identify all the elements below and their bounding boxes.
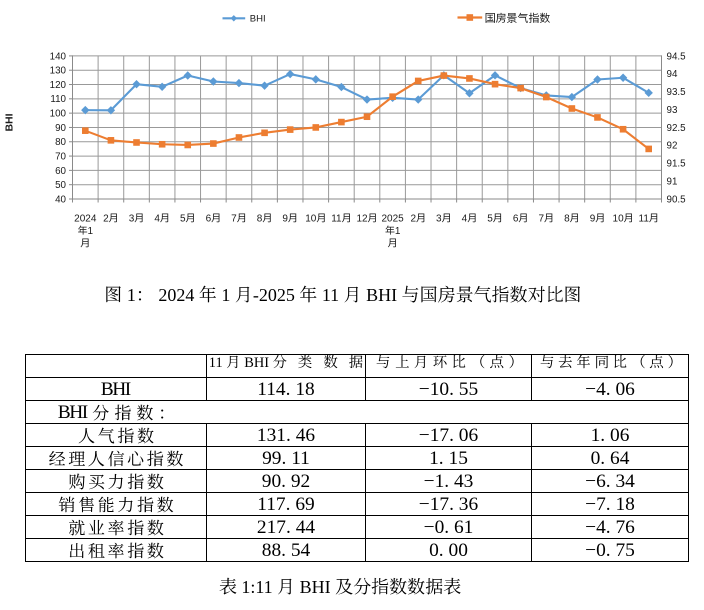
- svg-text:2024: 2024: [74, 209, 97, 224]
- svg-text:BHI: BHI: [250, 14, 266, 25]
- svg-text:5月: 5月: [180, 209, 196, 224]
- svg-text:93: 93: [667, 105, 678, 116]
- svg-text:5月: 5月: [487, 209, 503, 224]
- svg-text:91: 91: [667, 177, 678, 188]
- svg-text:100: 100: [50, 109, 67, 120]
- svg-text:年1: 年1: [78, 222, 94, 237]
- svg-text:70: 70: [55, 151, 66, 162]
- svg-text:94: 94: [667, 69, 678, 80]
- svg-text:6月: 6月: [206, 209, 222, 224]
- svg-text:7月: 7月: [231, 209, 247, 224]
- svg-text:9月: 9月: [590, 209, 606, 224]
- svg-text:94.5: 94.5: [667, 51, 687, 62]
- svg-text:2月: 2月: [410, 209, 426, 224]
- svg-text:130: 130: [50, 66, 67, 77]
- svg-text:90: 90: [55, 123, 66, 134]
- svg-text:2月: 2月: [103, 209, 119, 224]
- svg-text:90.5: 90.5: [667, 194, 687, 205]
- svg-text:12月: 12月: [356, 209, 377, 224]
- svg-text:60: 60: [55, 166, 66, 177]
- svg-text:国房景气指数: 国房景气指数: [485, 10, 551, 26]
- svg-text:4月: 4月: [154, 209, 170, 224]
- svg-text:6月: 6月: [513, 209, 529, 224]
- svg-text:2025: 2025: [381, 209, 404, 224]
- svg-text:120: 120: [50, 80, 67, 91]
- svg-text:7月: 7月: [538, 209, 554, 224]
- svg-text:BHI: BHI: [4, 113, 16, 131]
- svg-text:4月: 4月: [462, 209, 478, 224]
- svg-text:3月: 3月: [129, 209, 145, 224]
- svg-text:11月: 11月: [639, 209, 659, 224]
- svg-text:10月: 10月: [305, 209, 326, 224]
- svg-text:11月: 11月: [331, 209, 351, 224]
- svg-text:40: 40: [55, 194, 66, 205]
- svg-text:月: 月: [388, 235, 398, 250]
- svg-text:50: 50: [55, 180, 66, 191]
- svg-text:10月: 10月: [613, 209, 634, 224]
- svg-text:140: 140: [50, 51, 67, 62]
- svg-text:92.5: 92.5: [667, 123, 687, 134]
- svg-text:8月: 8月: [564, 209, 580, 224]
- svg-text:9月: 9月: [282, 209, 298, 224]
- svg-text:80: 80: [55, 137, 66, 148]
- svg-text:3月: 3月: [436, 209, 452, 224]
- svg-text:92: 92: [667, 141, 678, 152]
- svg-text:年1: 年1: [385, 222, 401, 237]
- svg-text:月: 月: [80, 235, 90, 250]
- svg-text:91.5: 91.5: [667, 159, 687, 170]
- svg-text:110: 110: [50, 94, 66, 105]
- svg-text:93.5: 93.5: [667, 87, 687, 98]
- svg-text:8月: 8月: [257, 209, 273, 224]
